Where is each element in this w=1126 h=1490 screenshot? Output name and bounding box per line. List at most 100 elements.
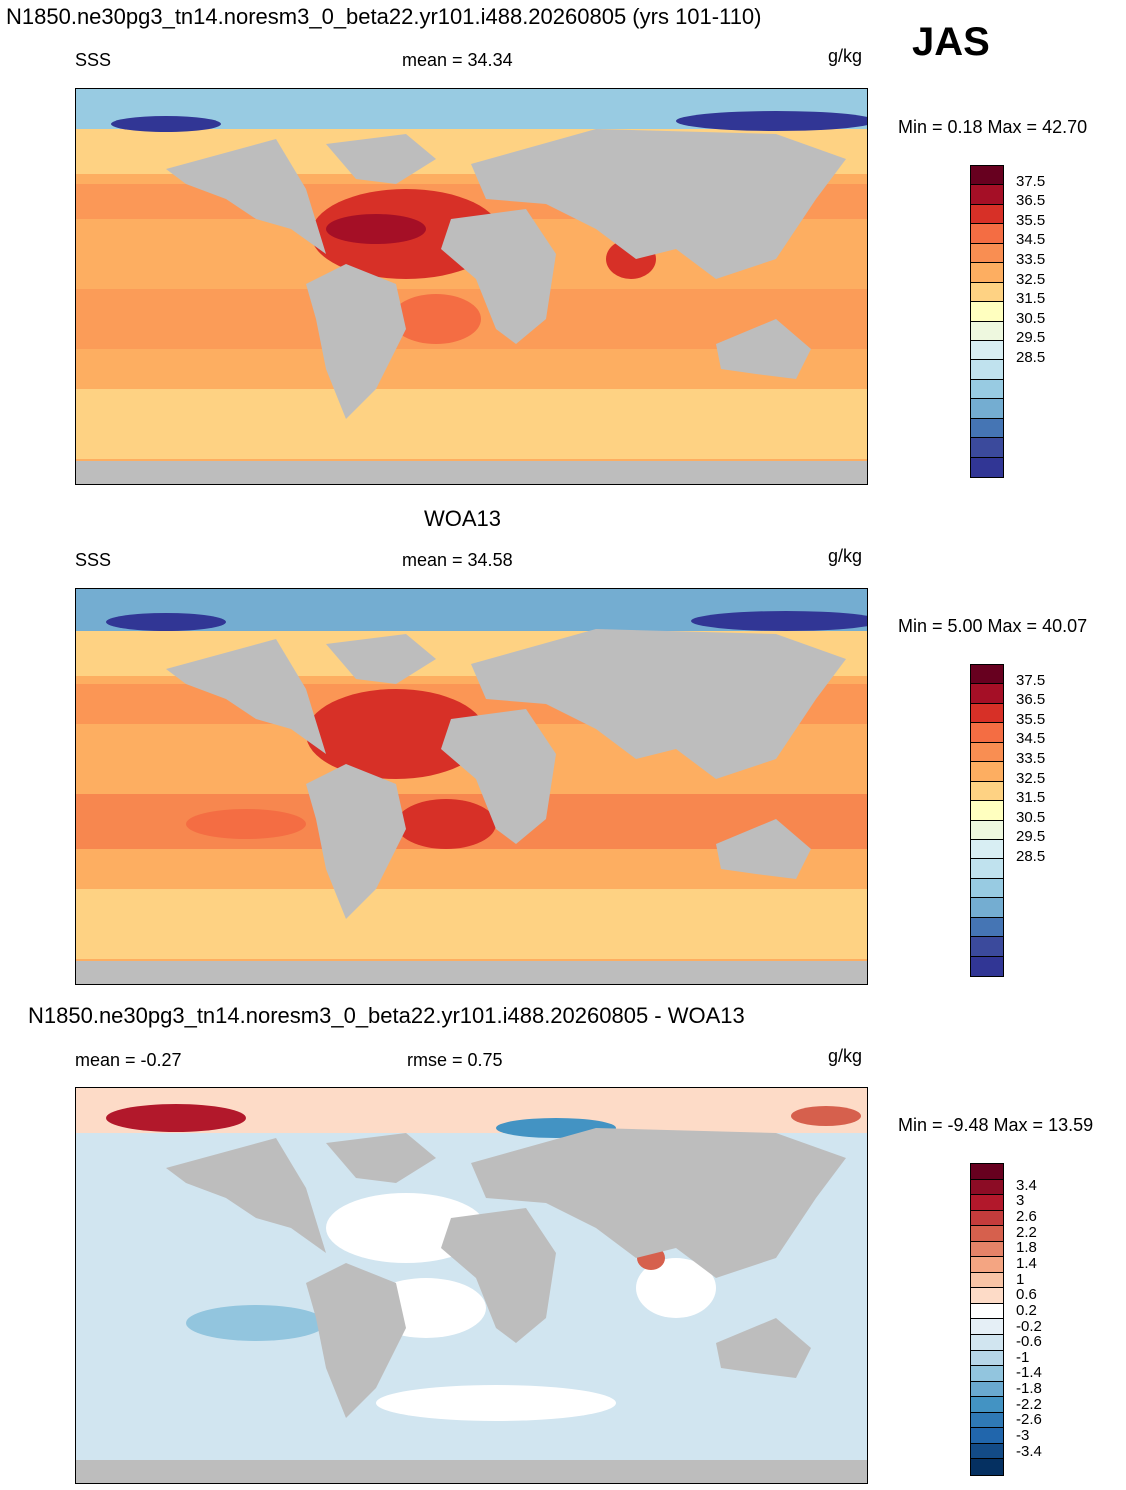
panel2-colorbar bbox=[970, 664, 1004, 977]
colorbar-label: -1 bbox=[1016, 1348, 1030, 1366]
colorbar-swatch bbox=[971, 723, 1003, 743]
colorbar-swatch bbox=[971, 302, 1003, 322]
panel3-mean-label: mean = -0.27 bbox=[75, 1050, 182, 1070]
colorbar-swatch bbox=[971, 438, 1003, 458]
colorbar-label: -1.4 bbox=[1016, 1364, 1042, 1382]
colorbar-swatch bbox=[971, 1412, 1003, 1429]
colorbar-label: 36.5 bbox=[1016, 691, 1046, 709]
colorbar-swatch bbox=[971, 684, 1003, 704]
colorbar-swatch bbox=[971, 1257, 1003, 1273]
colorbar-swatch bbox=[971, 1241, 1003, 1258]
panel3-colorbar bbox=[970, 1163, 1004, 1476]
colorbar-swatch bbox=[971, 917, 1003, 938]
colorbar-swatch bbox=[971, 898, 1003, 918]
colorbar-swatch bbox=[971, 762, 1003, 782]
colorbar-label: 31.5 bbox=[1016, 789, 1046, 807]
colorbar-label: 37.5 bbox=[1016, 671, 1046, 689]
colorbar-swatch bbox=[971, 742, 1003, 763]
panel1-minmax: Min = 0.18 Max = 42.70 bbox=[898, 117, 1088, 137]
colorbar-swatch bbox=[971, 781, 1003, 802]
colorbar-swatch bbox=[971, 1272, 1003, 1289]
colorbar-label: 30.5 bbox=[1016, 808, 1046, 826]
colorbar-label: 2.2 bbox=[1016, 1223, 1037, 1241]
colorbar-label: 35.5 bbox=[1016, 710, 1046, 728]
colorbar-swatch bbox=[971, 243, 1003, 264]
colorbar-label: 0.6 bbox=[1016, 1286, 1037, 1304]
colorbar-swatch bbox=[971, 839, 1003, 860]
colorbar-swatch bbox=[971, 321, 1003, 341]
colorbar-swatch bbox=[971, 1366, 1003, 1382]
colorbar-swatch bbox=[971, 820, 1003, 840]
colorbar-label: -1.8 bbox=[1016, 1380, 1042, 1398]
panel2-title: WOA13 bbox=[424, 506, 502, 531]
colorbar-label: 28.5 bbox=[1016, 348, 1046, 366]
colorbar-swatch bbox=[971, 1179, 1003, 1196]
colorbar-label: 29.5 bbox=[1016, 828, 1046, 846]
colorbar-swatch bbox=[971, 224, 1003, 244]
colorbar-swatch bbox=[971, 204, 1003, 225]
panel3-difference-map bbox=[75, 1087, 868, 1484]
panel2-observed-sss-map bbox=[75, 588, 868, 985]
colorbar-swatch bbox=[971, 665, 1003, 685]
colorbar-swatch bbox=[971, 1210, 1003, 1227]
colorbar-swatch bbox=[971, 457, 1003, 477]
panel3-units: g/kg bbox=[828, 1046, 863, 1066]
panel3-rmse-label: rmse = 0.75 bbox=[407, 1050, 503, 1070]
colorbar-swatch bbox=[971, 1226, 1003, 1242]
colorbar-swatch bbox=[971, 1195, 1003, 1211]
colorbar-label: 31.5 bbox=[1016, 290, 1046, 308]
colorbar-label: 33.5 bbox=[1016, 750, 1046, 768]
panel2-mean-label: mean = 34.58 bbox=[402, 550, 513, 570]
colorbar-label: -0.6 bbox=[1016, 1333, 1042, 1351]
colorbar-swatch bbox=[971, 937, 1003, 957]
colorbar-label: 36.5 bbox=[1016, 192, 1046, 210]
colorbar-swatch bbox=[971, 1303, 1003, 1320]
colorbar-swatch bbox=[971, 1164, 1003, 1180]
colorbar-label: 29.5 bbox=[1016, 329, 1046, 347]
figure-title: N1850.ne30pg3_tn14.noresm3_0_beta22.yr10… bbox=[6, 4, 762, 29]
colorbar-swatch bbox=[971, 399, 1003, 419]
colorbar-swatch bbox=[971, 859, 1003, 879]
colorbar-label: 1 bbox=[1016, 1270, 1025, 1288]
panel3-title: N1850.ne30pg3_tn14.noresm3_0_beta22.yr10… bbox=[28, 1003, 745, 1028]
panel1-mean-label: mean = 34.34 bbox=[402, 50, 513, 70]
panel1-model-sss-map bbox=[75, 88, 868, 485]
colorbar-swatch bbox=[971, 1288, 1003, 1304]
colorbar-swatch bbox=[971, 703, 1003, 724]
colorbar-swatch bbox=[971, 1319, 1003, 1336]
colorbar-label: 30.5 bbox=[1016, 309, 1046, 327]
colorbar-swatch bbox=[971, 418, 1003, 439]
colorbar-swatch bbox=[971, 801, 1003, 821]
colorbar-swatch bbox=[971, 878, 1003, 899]
colorbar-label: 33.5 bbox=[1016, 251, 1046, 269]
colorbar-label: 28.5 bbox=[1016, 847, 1046, 865]
panel2-variable-label: SSS bbox=[75, 550, 112, 570]
colorbar-label: 34.5 bbox=[1016, 730, 1046, 748]
colorbar-swatch bbox=[971, 956, 1003, 976]
colorbar-label: -2.2 bbox=[1016, 1395, 1042, 1413]
colorbar-label: 35.5 bbox=[1016, 211, 1046, 229]
colorbar-label: 37.5 bbox=[1016, 172, 1046, 190]
colorbar-label: 3.4 bbox=[1016, 1176, 1037, 1194]
colorbar-label: 34.5 bbox=[1016, 231, 1046, 249]
colorbar-swatch bbox=[971, 282, 1003, 303]
panel2-minmax: Min = 5.00 Max = 40.07 bbox=[898, 616, 1088, 636]
colorbar-label: -3.4 bbox=[1016, 1442, 1042, 1460]
colorbar-label: 1.8 bbox=[1016, 1239, 1037, 1257]
colorbar-label: -3 bbox=[1016, 1427, 1030, 1445]
panel1-colorbar bbox=[970, 165, 1004, 478]
colorbar-swatch bbox=[971, 263, 1003, 283]
panel1-variable-label: SSS bbox=[75, 50, 112, 70]
colorbar-swatch bbox=[971, 185, 1003, 205]
colorbar-label: 32.5 bbox=[1016, 270, 1046, 288]
colorbar-label: -2.6 bbox=[1016, 1411, 1042, 1429]
colorbar-swatch bbox=[971, 1381, 1003, 1398]
season-label: JAS bbox=[912, 20, 990, 64]
colorbar-swatch bbox=[971, 1428, 1003, 1444]
colorbar-label: 0.2 bbox=[1016, 1301, 1037, 1319]
colorbar-swatch bbox=[971, 1443, 1003, 1460]
colorbar-swatch bbox=[971, 1459, 1003, 1475]
colorbar-label: 3 bbox=[1016, 1192, 1025, 1210]
panel1-units: g/kg bbox=[828, 46, 863, 66]
colorbar-swatch bbox=[971, 340, 1003, 361]
